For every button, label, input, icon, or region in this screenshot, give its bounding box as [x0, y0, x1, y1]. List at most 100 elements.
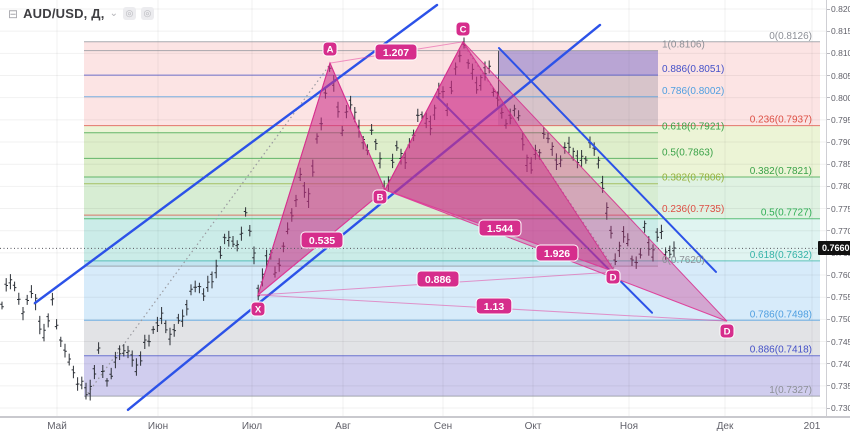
pattern-point-badge[interactable]: [322, 41, 338, 57]
price-axis-tickmark: [827, 75, 830, 76]
price-axis-tickmark: [827, 208, 830, 210]
pattern-point-letter: D: [610, 273, 617, 284]
fib-secondary-labels: 1(0.8106) 0.886(0.8051) 0.786(0.8002) 0.618…: [662, 40, 724, 266]
symbol-legend: ⊟ AUD/USD, Д, ⌄ ◎ ◎: [8, 6, 154, 21]
descending-channel-upper[interactable]: [498, 47, 717, 273]
ratio-badge[interactable]: [416, 270, 460, 288]
ratio-badge[interactable]: [535, 244, 579, 262]
fib-level-label: 0.886(0.7418): [750, 345, 812, 356]
ratio-badge[interactable]: [374, 43, 418, 61]
dotted-trend-up[interactable]: [84, 64, 331, 398]
symbol-title[interactable]: AUD/USD, Д,: [23, 6, 105, 21]
fib-level-label: 0(0.8126): [769, 31, 812, 42]
pattern-point-letter: B: [377, 193, 384, 204]
time-axis-label: Дек: [716, 421, 734, 432]
time-axis[interactable]: Май Июн Июл Авг Сен Окт Ноя Дек 201: [0, 416, 850, 434]
zone-boxes[interactable]: [498, 50, 658, 126]
circle-icon-2[interactable]: ◎: [140, 7, 154, 20]
circle-icon-1[interactable]: ◎: [122, 7, 136, 20]
time-axis-label: Окт: [524, 421, 542, 432]
fib-level-label: 0.786(0.7498): [750, 309, 812, 320]
fib-level-label: 0(0.7620): [662, 255, 705, 266]
price-axis-tickmark: [827, 52, 830, 54]
pattern-point-letter: D: [724, 327, 731, 338]
chart-background: [0, 0, 826, 416]
zone-box[interactable]: [498, 75, 658, 126]
price-axis-tickmark: [827, 363, 830, 365]
pattern-point-letter: A: [327, 45, 334, 56]
pattern-point-badge[interactable]: [455, 21, 471, 37]
fib-level-label: 0.618(0.7921): [662, 122, 724, 133]
fib-level-label: 0.236(0.7937): [750, 115, 812, 126]
time-axis-label: 201: [803, 421, 821, 432]
fib-level-label: 0.5(0.7863): [662, 147, 713, 158]
ratio-badge-label: 1.13: [484, 301, 505, 313]
chart-canvas[interactable]: 0(0.8126) 0.236(0.7937) 0.382(0.7821) 0.5(0…: [0, 0, 826, 416]
price-axis-tickmark: [827, 274, 830, 276]
time-axis-label: Июл: [241, 421, 263, 432]
price-axis-tickmark: [827, 30, 830, 32]
fib-level-label: 0.786(0.8002): [662, 86, 724, 97]
ratio-badge[interactable]: [478, 219, 522, 237]
price-axis-tickmark: [827, 185, 830, 187]
price-axis-tickmark: [827, 230, 830, 232]
price-axis-tickmark: [827, 407, 830, 409]
ratio-badge-label: 1.926: [544, 248, 570, 260]
grid: [0, 0, 826, 416]
fib-level-label: 0.236(0.7735): [662, 204, 724, 215]
pattern-ratio-badges[interactable]: 0.535 1.207 1.544 1.926 0.886 1.13 X A B C D D: [250, 21, 735, 339]
fib-band: [84, 132, 658, 159]
pattern-point-badge[interactable]: [719, 323, 735, 339]
ratio-badge-label: 0.535: [309, 235, 335, 247]
pattern-point-letter: C: [460, 25, 467, 36]
time-axis-label: Сен: [433, 421, 453, 432]
ratio-badge-label: 1.207: [383, 47, 409, 59]
fib-level-label: 0.886(0.8051): [662, 64, 724, 75]
price-axis-tickmark: [827, 119, 830, 121]
fib-band: [84, 355, 820, 397]
pattern-point-badge[interactable]: [372, 189, 388, 205]
price-axis-tickmark: [827, 296, 830, 298]
time-axis-label: Май: [47, 421, 67, 432]
price-axis-tickmark: [827, 318, 830, 320]
price-axis-tickmark: [827, 8, 830, 10]
fib-level-label: 1(0.8106): [662, 40, 705, 51]
ascending-channel-lower[interactable]: [126, 23, 602, 412]
ratio-badge[interactable]: [300, 231, 344, 249]
fib-level-label: 1(0.7327): [769, 385, 812, 396]
price-axis-tickmark: [827, 341, 830, 343]
ratio-badge[interactable]: [475, 297, 513, 315]
chevron-down-icon[interactable]: ⌄: [109, 8, 118, 19]
last-price-badge: 0.7660: [818, 241, 850, 256]
chart-svg[interactable]: 0(0.8126) 0.236(0.7937) 0.382(0.7821) 0.5(0…: [0, 0, 826, 416]
ascending-channel-upper[interactable]: [33, 3, 439, 305]
pattern-point-badge[interactable]: [250, 301, 266, 317]
time-axis-label: Авг: [335, 421, 351, 432]
price-axis-tickmark: [827, 163, 830, 165]
fib-band: [84, 320, 820, 356]
price-axis-tickmark: [827, 97, 830, 99]
zone-box[interactable]: [498, 50, 658, 76]
layout-icon[interactable]: ⊟: [8, 6, 19, 21]
pattern-point-badge[interactable]: [605, 269, 621, 285]
harmonic-patterns[interactable]: [257, 40, 728, 322]
fib-main-labels: 0(0.8126) 0.236(0.7937) 0.382(0.7821) 0.5(0…: [750, 31, 812, 396]
price-axis-tickmark: [827, 385, 830, 387]
price-axis-tickmark: [827, 141, 830, 143]
